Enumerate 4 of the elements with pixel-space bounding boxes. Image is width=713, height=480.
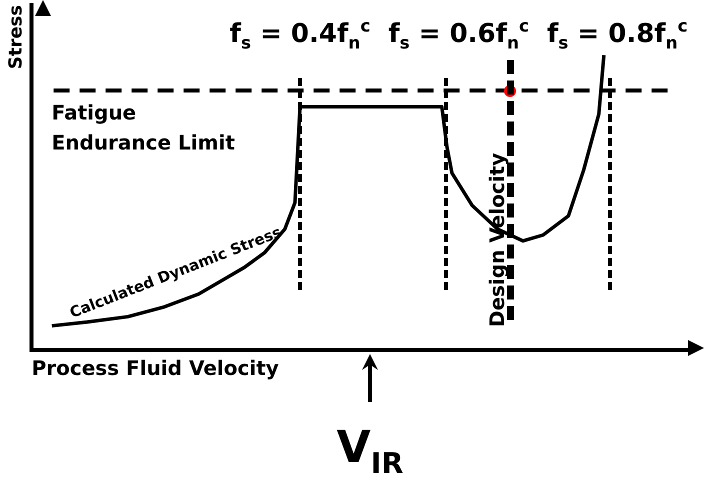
annotation: Design Velocity — [485, 152, 509, 328]
x-axis-title: Process Fluid Velocity — [32, 356, 279, 380]
ref-line-label: Fatigue Endurance Limit — [52, 100, 236, 155]
y-axis-title: Stress — [5, 5, 26, 70]
